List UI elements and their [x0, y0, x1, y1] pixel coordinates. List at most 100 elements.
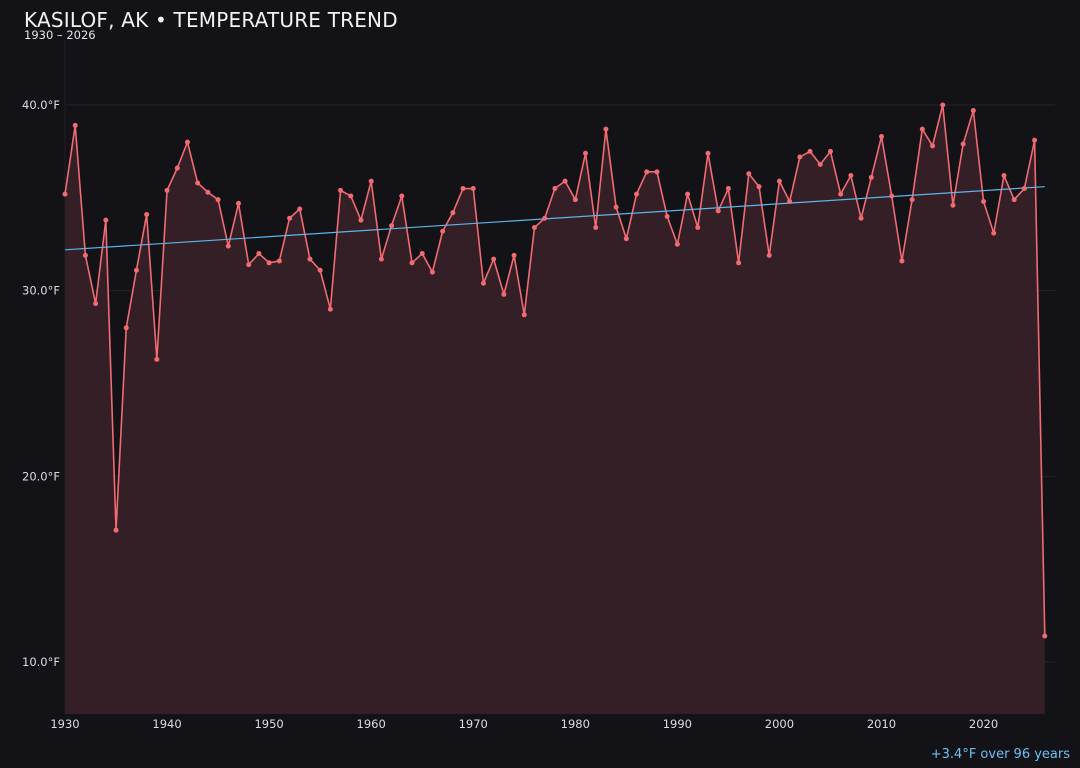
data-point — [491, 256, 497, 262]
data-point — [613, 204, 619, 210]
x-tick-label: 1990 — [663, 717, 692, 731]
y-tick-label: 10.0°F — [22, 655, 60, 669]
data-point — [878, 134, 884, 140]
data-point — [919, 126, 925, 132]
data-point — [664, 213, 670, 219]
data-point — [593, 225, 599, 231]
data-point — [685, 191, 691, 197]
data-point — [746, 171, 752, 177]
x-tick-label: 1970 — [459, 717, 488, 731]
data-point — [623, 236, 629, 242]
data-point — [256, 251, 262, 257]
data-point — [511, 252, 517, 258]
data-point — [889, 193, 895, 199]
data-point — [776, 178, 782, 184]
x-tick-label: 1950 — [254, 717, 283, 731]
data-point — [399, 193, 405, 199]
data-point — [766, 252, 772, 258]
x-tick-label: 1980 — [561, 717, 590, 731]
data-point — [62, 191, 68, 197]
data-point — [838, 191, 844, 197]
data-point — [154, 356, 160, 362]
data-point — [674, 241, 680, 247]
data-point — [858, 215, 864, 221]
data-point — [950, 202, 956, 208]
data-point — [940, 102, 946, 108]
data-point — [868, 174, 874, 180]
data-point — [144, 212, 150, 218]
data-point — [970, 108, 976, 114]
data-point — [1011, 197, 1017, 203]
data-point — [1042, 633, 1048, 639]
data-point — [266, 260, 272, 266]
data-point — [817, 161, 823, 167]
data-point — [93, 301, 99, 307]
data-point — [991, 230, 997, 236]
data-point — [409, 260, 415, 266]
data-point — [654, 169, 660, 175]
data-point — [72, 122, 78, 128]
data-point — [419, 251, 425, 257]
data-point — [827, 148, 833, 154]
data-point — [960, 141, 966, 147]
data-point — [736, 260, 742, 266]
data-point — [807, 148, 813, 154]
y-tick-label: 20.0°F — [22, 469, 60, 483]
x-tick-label: 1940 — [152, 717, 181, 731]
data-point — [348, 193, 354, 199]
data-point — [715, 208, 721, 214]
data-point — [174, 165, 180, 171]
x-tick-label: 1930 — [50, 717, 79, 731]
data-point — [236, 200, 242, 206]
x-tick-label: 1960 — [357, 717, 386, 731]
data-point — [981, 199, 987, 205]
data-point — [317, 267, 323, 273]
data-point — [583, 150, 589, 156]
data-point — [634, 191, 640, 197]
data-point — [695, 225, 701, 231]
data-point — [429, 269, 435, 275]
data-point — [542, 215, 548, 221]
y-tick-label: 40.0°F — [22, 98, 60, 112]
data-point — [470, 186, 476, 192]
x-tick-label: 2000 — [765, 717, 794, 731]
data-point — [552, 186, 558, 192]
data-point — [572, 197, 578, 203]
trend-line — [64, 186, 1045, 251]
data-point — [756, 184, 762, 190]
data-point — [297, 206, 303, 212]
data-point — [338, 187, 344, 193]
data-point — [797, 154, 803, 160]
x-tick-label: 2020 — [969, 717, 998, 731]
data-points — [62, 102, 1048, 639]
data-point — [358, 217, 364, 223]
data-point — [480, 280, 486, 286]
data-point — [205, 189, 211, 195]
data-point — [440, 228, 446, 234]
data-point — [123, 325, 129, 331]
chart-title: KASILOF, AK • TEMPERATURE TREND — [24, 8, 398, 32]
chart-subtitle: 1930 – 2026 — [24, 28, 96, 42]
data-point — [725, 186, 731, 192]
data-point — [378, 256, 384, 262]
data-point — [1021, 186, 1027, 192]
data-point — [450, 210, 456, 216]
data-point — [368, 178, 374, 184]
y-tick-labels: 10.0°F 20.0°F 30.0°F 40.0°F — [22, 98, 60, 669]
data-point — [225, 243, 231, 249]
data-point — [603, 126, 609, 132]
data-point — [215, 197, 221, 203]
data-point — [899, 258, 905, 264]
data-point — [1001, 173, 1007, 179]
data-point — [327, 306, 333, 312]
data-point — [848, 173, 854, 179]
data-point — [644, 169, 650, 175]
data-point — [184, 139, 190, 145]
x-tick-labels: 1930 1940 1950 1960 1970 1980 1990 2000 2010 2020 — [50, 717, 998, 731]
data-point — [276, 258, 282, 264]
data-point — [562, 178, 568, 184]
data-point — [113, 527, 119, 533]
x-tick-label: 2010 — [867, 717, 896, 731]
trend-summary-label: +3.4°F over 96 years — [930, 747, 1070, 762]
